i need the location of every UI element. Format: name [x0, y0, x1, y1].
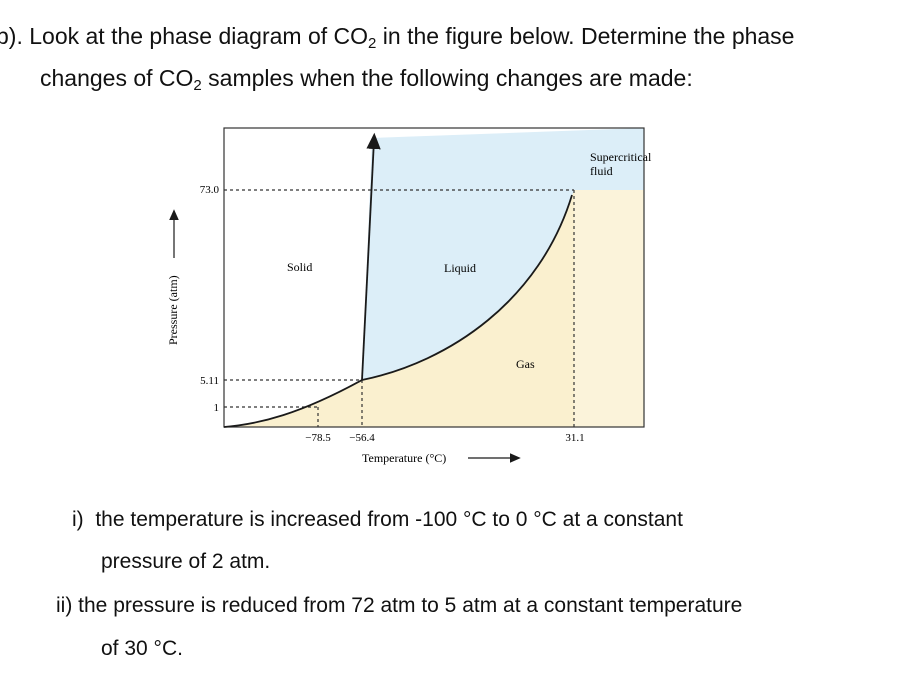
item-ii-text: the pressure is reduced from 72 atm to 5… [78, 594, 743, 617]
item-ii-continued: of 30 °C. [101, 637, 183, 660]
liquid-label: Liquid [444, 261, 476, 275]
y-tick-73: 73.0 [200, 184, 220, 196]
question-line-2: changes of CO2 samples when the followin… [40, 64, 693, 96]
y-tick-1: 1 [214, 402, 220, 414]
gas-region [224, 190, 574, 427]
solid-label: Solid [287, 260, 312, 274]
item-ii-number: ii) [56, 594, 73, 617]
gas-label: Gas [516, 357, 535, 371]
plot-border [223, 127, 645, 428]
item-i: i) the temperature is increased from -10… [72, 507, 683, 533]
supercritical-label-2: fluid [590, 164, 613, 178]
y-tick-511: 5.11 [200, 375, 219, 387]
co2-phase-diagram: Solid Liquid Gas Supercritical fluid 73.… [166, 127, 652, 465]
subscript-2: 2 [193, 77, 202, 94]
question-line-1: b). Look at the phase diagram of CO2 in … [0, 22, 794, 54]
question-text: b). Look at the phase diagram of CO [0, 23, 369, 49]
item-i-number: i) [72, 508, 84, 531]
supercritical-region [574, 190, 644, 427]
question-text: in the figure below. Determine the phase [376, 23, 795, 49]
x-tick-785: −78.5 [305, 432, 331, 444]
item-ii: ii) the pressure is reduced from 72 atm … [56, 593, 742, 619]
sublimation-curve [223, 379, 363, 428]
subscript-2: 2 [368, 35, 377, 52]
x-axis-label: Temperature (°C) [362, 451, 446, 465]
y-axis-label: Pressure (atm) [166, 275, 180, 345]
item-i-text: the temperature is increased from -100 °… [95, 508, 683, 531]
item-i-continued: pressure of 2 atm. [101, 550, 271, 573]
question-text: changes of CO [40, 65, 194, 91]
supercritical-label-1: Supercritical [590, 150, 652, 164]
x-tick-564: −56.4 [349, 432, 375, 444]
x-tick-311: 31.1 [565, 432, 584, 444]
question-text: samples when the following changes are m… [201, 65, 693, 91]
vaporization-curve [361, 194, 573, 381]
melting-curve [361, 132, 381, 381]
